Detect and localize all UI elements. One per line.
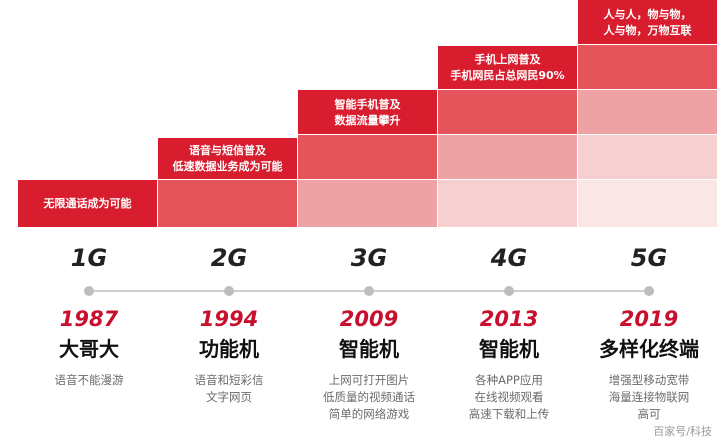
feature-line: 语音和短彩信 (194, 373, 264, 387)
stair-cell (298, 135, 437, 179)
generation-label: 1G (70, 244, 108, 272)
stair-diagram: 无限通话成为可能 语音与短信普及 低速数据业务成为可能 智能手机普及 数据流量攀升 手机上… (18, 0, 717, 227)
step-caption-line: 数据流量攀升 (334, 113, 401, 127)
stair-cell (298, 90, 437, 134)
timeline-dot-4g (504, 286, 514, 296)
generation-device: 智能机 (339, 337, 399, 361)
step-caption-line: 人与物，万物互联 (603, 23, 692, 37)
stair-cell (18, 180, 157, 227)
generation-device: 大哥大 (59, 337, 119, 361)
generation-3g: 3G 2009 智能机 上网可打开图片 低质量的视频通话 简单的网络游戏 (299, 240, 439, 423)
feature-line: 高速下载和上传 (468, 407, 550, 421)
step-caption-line: 人与人，物与物， (603, 7, 692, 21)
stair-cell (578, 0, 717, 44)
generation-device: 智能机 (479, 337, 539, 361)
stair-cell (158, 180, 297, 227)
feature-line: 各种APP应用 (475, 373, 543, 387)
feature-line: 在线视频观看 (474, 390, 544, 404)
feature-line: 文字网页 (206, 390, 252, 404)
step-caption-line: 无限通话成为可能 (43, 197, 132, 210)
timeline-dot-5g (644, 286, 654, 296)
generation-features: 语音不能漫游 (19, 372, 159, 389)
generation-device: 功能机 (199, 337, 259, 361)
generation-features: 增强型移动宽带 海量连接物联网 高可 (579, 372, 719, 423)
step-caption-1g: 无限通话成为可能 (18, 196, 157, 212)
stair-cell (298, 180, 437, 227)
timeline-dot-3g (364, 286, 374, 296)
stair-cell (438, 180, 577, 227)
stair-cell (578, 90, 717, 134)
generation-5g: 5G 2019 多样化终端 增强型移动宽带 海量连接物联网 高可 (579, 240, 719, 423)
timeline-dot-2g (224, 286, 234, 296)
stair-cell (438, 135, 577, 179)
generation-year: 2009 (339, 307, 399, 331)
feature-line: 高可 (637, 407, 661, 421)
generation-year: 1987 (59, 307, 119, 331)
stair-cell (158, 138, 297, 179)
step-caption-3g: 智能手机普及 数据流量攀升 (298, 97, 437, 129)
feature-line: 低质量的视频通话 (323, 390, 415, 404)
stair-cell (578, 45, 717, 89)
step-caption-line: 低速数据业务成为可能 (172, 160, 283, 173)
feature-line: 海量连接物联网 (608, 390, 690, 404)
step-caption-2g: 语音与短信普及低速数据业务成为可能 (158, 143, 297, 175)
generation-4g: 4G 2013 智能机 各种APP应用 在线视频观看 高速下载和上传 (439, 240, 579, 423)
feature-line: 上网可打开图片 (328, 373, 410, 387)
generation-features: 上网可打开图片 低质量的视频通话 简单的网络游戏 (299, 372, 439, 423)
generation-1g: 1G 1987 大哥大 语音不能漫游 (19, 240, 159, 389)
generation-label: 5G (630, 244, 668, 272)
generation-label: 4G (490, 244, 528, 272)
step-caption-line: 手机上网普及 (474, 53, 541, 66)
step-caption-line: 语音与短信普及 (189, 144, 266, 157)
generation-label: 3G (350, 244, 388, 272)
generation-device: 多样化终端 (599, 337, 699, 361)
stair-cell (438, 90, 577, 134)
generation-year: 2013 (479, 307, 539, 331)
stair-cell (578, 135, 717, 179)
step-caption-4g: 手机上网普及手机网民占总网民90% (438, 52, 577, 84)
stair-cell (578, 180, 717, 227)
step-caption-line: 手机网民占总网民90% (450, 69, 565, 82)
timeline-dot-1g (84, 286, 94, 296)
generation-features: 语音和短彩信 文字网页 (159, 372, 299, 406)
step-caption-line: 智能手机普及 (334, 97, 401, 111)
feature-line: 增强型移动宽带 (608, 373, 690, 387)
watermark: 百家号/科技 (651, 423, 714, 439)
step-caption-5g: 人与人，物与物， 人与物，万物互联 (578, 7, 717, 39)
generation-label: 2G (210, 244, 248, 272)
feature-line: 简单的网络游戏 (328, 407, 410, 421)
feature-line: 语音不能漫游 (54, 373, 124, 387)
generation-features: 各种APP应用 在线视频观看 高速下载和上传 (439, 372, 579, 423)
generation-year: 1994 (199, 307, 259, 331)
stair-cell (438, 46, 577, 89)
generation-year: 2019 (619, 307, 679, 331)
generation-2g: 2G 1994 功能机 语音和短彩信 文字网页 (159, 240, 299, 406)
